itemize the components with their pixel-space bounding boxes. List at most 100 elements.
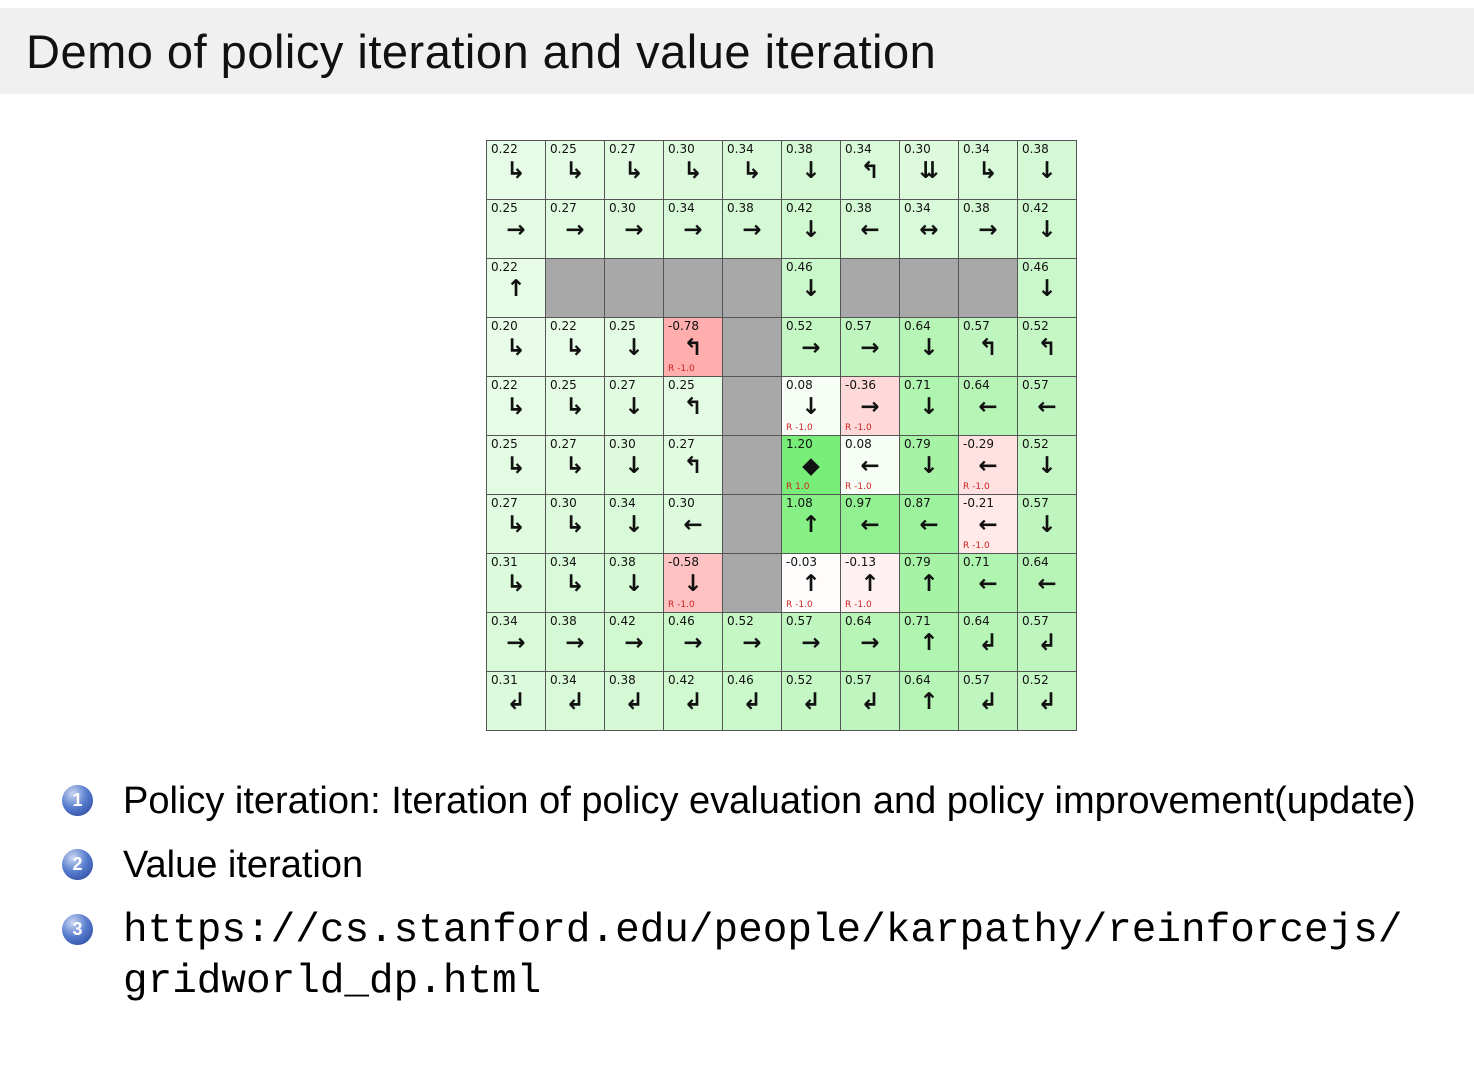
grid-cell: 0.64 ← xyxy=(959,377,1017,435)
wall-cell xyxy=(723,259,781,317)
state-value: -0.58 xyxy=(668,555,700,569)
policy-arrow-icon: ↳ xyxy=(565,452,585,479)
state-value: 0.38 xyxy=(609,555,636,569)
state-value: 0.27 xyxy=(491,496,518,510)
state-value: 0.52 xyxy=(1022,437,1049,451)
policy-arrow-icon: → xyxy=(860,629,880,656)
reward-label: R -1.0 xyxy=(845,600,872,610)
grid-cell: 0.27 ↰ xyxy=(664,436,722,494)
policy-arrow-icon: ↓ xyxy=(919,452,939,479)
wall-cell xyxy=(723,436,781,494)
policy-arrow-icon: ↲ xyxy=(1037,688,1057,715)
policy-arrow-icon: ← xyxy=(860,216,880,243)
grid-cell: 0.34 ↳ xyxy=(959,141,1017,199)
state-value: 0.38 xyxy=(963,201,990,215)
policy-arrow-icon: ↓ xyxy=(1037,216,1057,243)
state-value: 0.25 xyxy=(668,378,695,392)
policy-arrow-icon: → xyxy=(565,216,585,243)
reward-label: R -1.0 xyxy=(668,364,695,374)
grid-cell: 0.38 ↓ xyxy=(782,141,840,199)
state-value: 0.34 xyxy=(963,142,990,156)
state-value: 0.22 xyxy=(491,260,518,274)
policy-arrow-icon: ↳ xyxy=(624,157,644,184)
state-value: 0.79 xyxy=(904,437,931,451)
grid-cell: 1.08 ↑ xyxy=(782,495,840,553)
state-value: 0.57 xyxy=(845,319,872,333)
policy-arrow-icon: ← xyxy=(860,511,880,538)
grid-cell: 0.25 → xyxy=(487,200,545,258)
state-value: 0.42 xyxy=(1022,201,1049,215)
state-value: 0.38 xyxy=(845,201,872,215)
policy-arrow-icon: → xyxy=(683,216,703,243)
bullet-item-1: 1 Policy iteration: Iteration of policy e… xyxy=(62,777,1474,825)
state-value: 0.42 xyxy=(609,614,636,628)
policy-arrow-icon: → xyxy=(506,216,526,243)
state-value: 0.57 xyxy=(963,319,990,333)
grid-cell: 0.87 ← xyxy=(900,495,958,553)
grid-cell: 0.27 ↳ xyxy=(605,141,663,199)
policy-arrow-icon: ↑ xyxy=(506,275,526,302)
state-value: 0.22 xyxy=(550,319,577,333)
reference-url-link[interactable]: https://cs.stanford.edu/people/karpathy/… xyxy=(123,907,1403,1005)
grid-cell: 0.57 → xyxy=(782,613,840,671)
state-value: -0.29 xyxy=(963,437,995,451)
grid-cell: 0.38 ↓ xyxy=(605,554,663,612)
wall-cell xyxy=(605,259,663,317)
state-value: 0.25 xyxy=(491,437,518,451)
policy-arrow-icon: → xyxy=(742,216,762,243)
policy-arrow-icon: ↓ xyxy=(683,570,703,597)
state-value: 0.20 xyxy=(491,319,518,333)
policy-arrow-icon: ↲ xyxy=(506,688,526,715)
grid-cell: 0.46 ↓ xyxy=(782,259,840,317)
policy-arrow-icon: ↓ xyxy=(624,570,644,597)
state-value: 0.46 xyxy=(727,673,754,687)
policy-arrow-icon: ↑ xyxy=(801,511,821,538)
policy-arrow-icon: ↓ xyxy=(1037,157,1057,184)
grid-cell: 0.46 ↲ xyxy=(723,672,781,730)
state-value: 0.64 xyxy=(963,614,990,628)
grid-cell: 0.30 ↓ xyxy=(605,436,663,494)
item-number-badge: 2 xyxy=(62,849,93,881)
state-value: 0.25 xyxy=(550,378,577,392)
state-value: 0.57 xyxy=(786,614,813,628)
state-value: 0.52 xyxy=(786,319,813,333)
state-value: 0.57 xyxy=(1022,378,1049,392)
grid-cell: 0.27 → xyxy=(546,200,604,258)
grid-cell: 0.34 ↳ xyxy=(723,141,781,199)
grid-cell: 0.38 ← xyxy=(841,200,899,258)
policy-arrow-icon: → xyxy=(978,216,998,243)
policy-arrow-icon: ⇊ xyxy=(919,157,939,184)
state-value: -0.03 xyxy=(786,555,818,569)
grid-cell: 0.42 ↓ xyxy=(782,200,840,258)
grid-cell: 0.25 ↳ xyxy=(487,436,545,494)
policy-arrow-icon: ↓ xyxy=(624,452,644,479)
state-value: 0.27 xyxy=(550,201,577,215)
grid-cell: 0.52 ↓ xyxy=(1018,436,1076,494)
state-value: 0.22 xyxy=(491,142,518,156)
grid-cell: 0.57 ↓ xyxy=(1018,495,1076,553)
policy-arrow-icon: ↓ xyxy=(1037,275,1057,302)
state-value: 0.34 xyxy=(668,201,695,215)
grid-cell: 0.52 ↰ xyxy=(1018,318,1076,376)
policy-arrow-icon: ↓ xyxy=(801,157,821,184)
grid-cell: 0.38 → xyxy=(959,200,1017,258)
grid-cell: 0.25 ↳ xyxy=(546,141,604,199)
state-value: 0.87 xyxy=(904,496,931,510)
state-value: 0.38 xyxy=(1022,142,1049,156)
slide-title: Demo of policy iteration and value itera… xyxy=(26,24,937,78)
state-value: 0.27 xyxy=(609,142,636,156)
state-value: 0.34 xyxy=(845,142,872,156)
state-value: 0.38 xyxy=(609,673,636,687)
policy-arrow-icon: ↓ xyxy=(801,216,821,243)
grid-cell: -0.21 ← R -1.0 xyxy=(959,495,1017,553)
policy-arrow-icon: ↲ xyxy=(683,688,703,715)
policy-arrow-icon: → xyxy=(860,393,880,420)
state-value: 0.30 xyxy=(550,496,577,510)
grid-cell: 1.20 ◆ R 1.0 xyxy=(782,436,840,494)
reward-label: R 1.0 xyxy=(786,482,810,492)
grid-cell: 0.57 ↲ xyxy=(841,672,899,730)
wall-cell xyxy=(723,554,781,612)
state-value: 0.27 xyxy=(668,437,695,451)
state-value: 0.34 xyxy=(550,555,577,569)
grid-cell: 0.38 ↓ xyxy=(1018,141,1076,199)
